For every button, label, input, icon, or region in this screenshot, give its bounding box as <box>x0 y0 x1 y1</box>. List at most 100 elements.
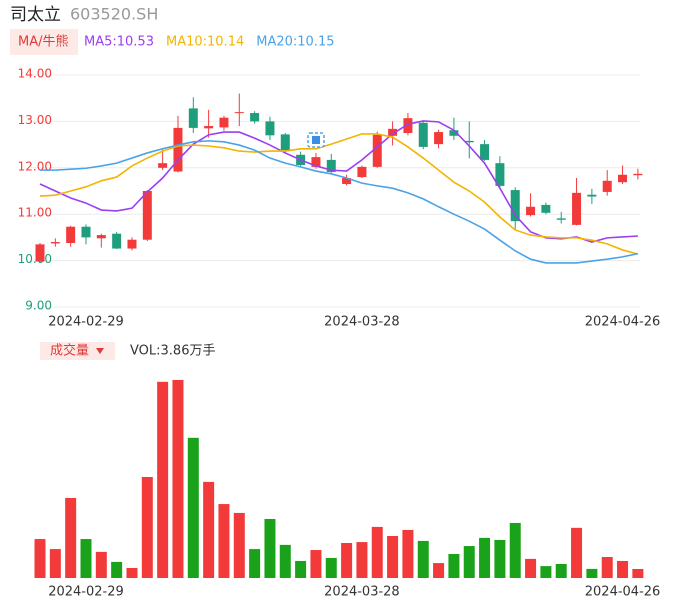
volume-bar <box>417 540 429 578</box>
volume-bar <box>233 512 245 578</box>
candle-body <box>265 121 275 136</box>
candle-body <box>480 144 490 160</box>
legend-entry: MA5:10.53 <box>84 35 154 50</box>
volume-bar <box>509 522 521 578</box>
y-tick-label: 9.00 <box>25 299 52 313</box>
candle-body <box>188 108 198 128</box>
candle-body <box>372 134 382 167</box>
candle-body <box>35 244 45 262</box>
volume-button[interactable]: 成交量 <box>50 343 89 359</box>
volume-bar <box>279 544 291 578</box>
volume-bar <box>157 381 169 578</box>
volume-bar <box>601 557 613 578</box>
dropdown-arrow[interactable] <box>96 348 104 354</box>
y-tick-label: 11.00 <box>18 206 52 220</box>
candle-body <box>403 118 413 133</box>
candle-body <box>388 128 398 136</box>
x-tick-label: 2024-04-26 <box>585 315 661 330</box>
volume-bar <box>356 542 368 578</box>
candle-body <box>234 112 244 114</box>
candle-body <box>142 191 152 240</box>
volume-bar <box>203 481 215 578</box>
volume-bar <box>310 550 322 578</box>
volume-bar <box>249 549 261 578</box>
volume-bar <box>555 564 567 578</box>
volume-bar <box>34 539 46 578</box>
candle-body <box>602 180 612 192</box>
candle-body <box>495 163 505 186</box>
x-tick-label: 2024-03-28 <box>324 315 400 330</box>
volume-bar <box>80 539 92 578</box>
volume-label: VOL:3.86万手 <box>130 344 215 359</box>
volume-bar <box>632 568 644 578</box>
volume-bar <box>295 560 307 578</box>
candle-body <box>250 113 260 122</box>
candle-body <box>633 173 643 176</box>
volume-bar <box>494 539 506 578</box>
volume-bar <box>387 536 399 578</box>
candle-body <box>618 174 628 183</box>
volume-bar <box>187 437 199 578</box>
candle-body <box>81 226 91 238</box>
volume-bar <box>402 529 414 578</box>
candle-body <box>541 204 551 213</box>
candle-body <box>572 192 582 225</box>
volume-bar <box>341 543 353 578</box>
volume-bar <box>540 566 552 578</box>
candle-body <box>158 163 168 168</box>
volume-bar <box>571 527 583 578</box>
legend-entry: MA20:10.15 <box>256 35 334 50</box>
volume-bar <box>586 568 598 578</box>
candle-body <box>556 218 566 220</box>
volume-bar <box>325 557 337 578</box>
x-tick-label: 2024-02-29 <box>48 585 124 600</box>
volume-bar <box>479 537 491 578</box>
volume-bar <box>65 497 77 578</box>
candle-body <box>587 194 597 197</box>
y-tick-label: 14.00 <box>18 67 52 81</box>
stock-name: 司太立 <box>10 5 61 25</box>
x-tick-label: 2024-04-26 <box>585 585 661 600</box>
candle-body <box>204 126 214 129</box>
candle-body <box>449 130 459 136</box>
candle-body <box>173 127 183 172</box>
candle-body <box>464 140 474 143</box>
candle-body <box>112 233 122 249</box>
volume-bar <box>448 553 460 578</box>
candle-body <box>96 235 106 239</box>
volume-bar <box>218 504 230 578</box>
candle-body <box>326 159 336 172</box>
candle-body <box>311 157 321 167</box>
ma-line <box>39 133 639 255</box>
volume-bar <box>172 379 184 578</box>
candle-body <box>50 242 60 244</box>
volume-bar <box>111 561 123 578</box>
candle-body <box>434 132 444 145</box>
candle-body <box>219 117 229 128</box>
candle-body <box>357 166 367 178</box>
volume-bar <box>463 546 475 578</box>
ma-line <box>40 140 639 264</box>
candle-body <box>66 226 76 243</box>
volume-bar <box>141 477 153 578</box>
x-tick-label: 2024-02-29 <box>48 315 124 330</box>
candle-body <box>526 206 536 216</box>
candle-body <box>342 178 352 185</box>
candle-body <box>280 134 290 151</box>
volume-button-bg[interactable] <box>40 342 115 360</box>
volume-bar <box>264 518 276 578</box>
volume-bar <box>49 549 61 578</box>
y-tick-label: 12.00 <box>18 159 52 173</box>
volume-bar <box>95 551 107 578</box>
marker-icon-inner <box>312 136 320 144</box>
legend-entry: MA10:10.14 <box>166 35 244 50</box>
ma-button[interactable]: MA/牛熊 <box>18 34 69 50</box>
stock-code: 603520.SH <box>70 5 158 24</box>
y-tick-label: 10.00 <box>18 252 52 266</box>
ma-line <box>39 120 638 243</box>
ma-button-bg[interactable] <box>10 29 78 55</box>
volume-bar <box>433 563 445 578</box>
volume-bar <box>617 560 629 578</box>
